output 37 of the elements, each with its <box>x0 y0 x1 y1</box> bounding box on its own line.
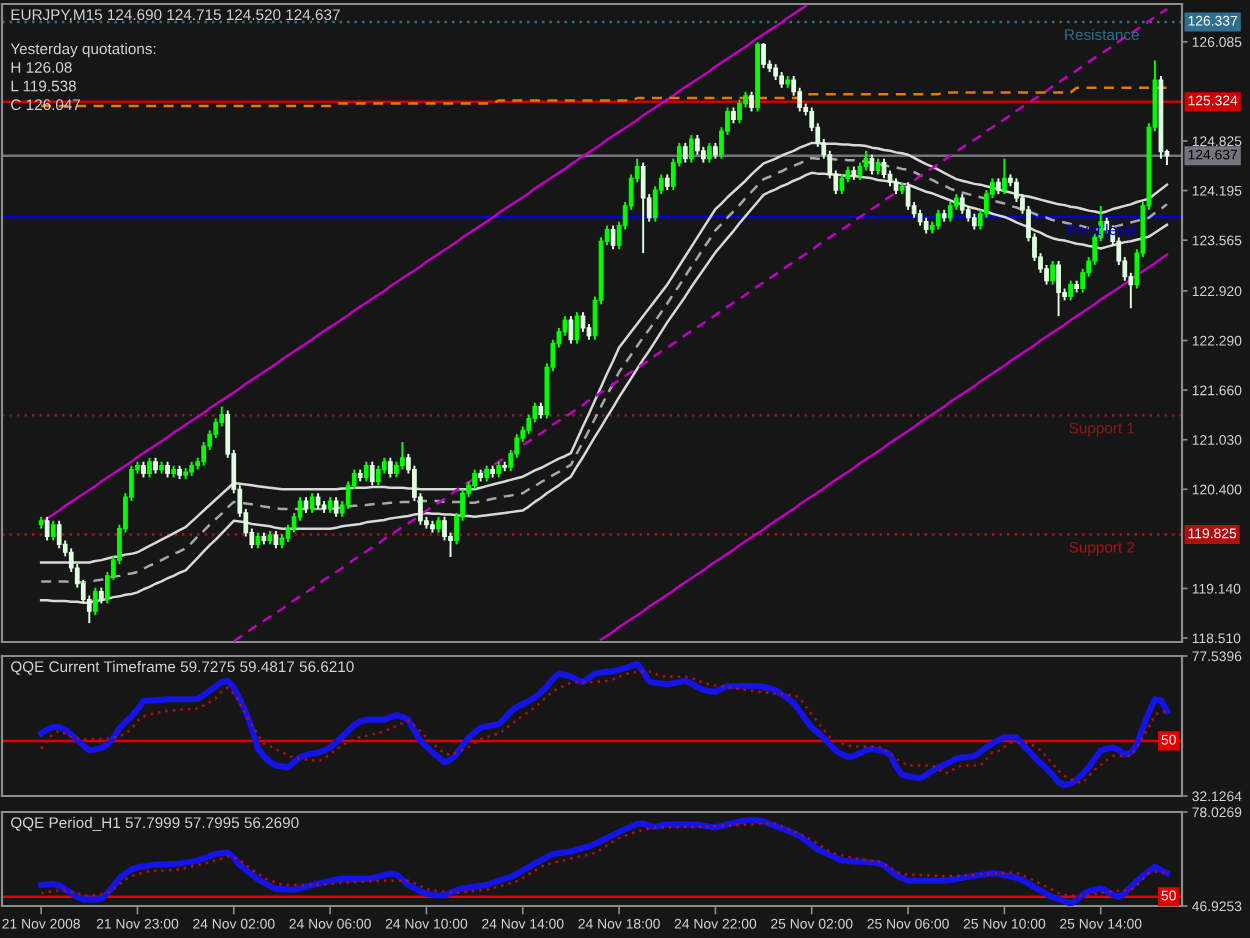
candlestick <box>1068 279 1073 302</box>
candlestick <box>147 456 152 479</box>
candlestick <box>610 224 616 251</box>
candlestick <box>935 208 941 231</box>
candlestick <box>387 456 393 479</box>
candlestick <box>309 492 315 514</box>
candlestick <box>363 460 369 483</box>
candlestick <box>574 311 580 345</box>
candlestick <box>947 201 953 223</box>
candlestick <box>682 141 688 164</box>
candlestick <box>472 468 477 491</box>
candlestick <box>92 586 98 617</box>
candlestick <box>688 134 694 164</box>
candlestick <box>369 460 375 487</box>
candlestick <box>761 41 766 70</box>
candlestick <box>863 149 869 172</box>
candlestick <box>1056 260 1061 318</box>
candlestick <box>707 141 712 164</box>
candlestick <box>568 315 574 345</box>
candlestick <box>839 173 845 196</box>
candlestick <box>749 90 754 113</box>
candlestick <box>44 515 50 542</box>
line-series <box>599 253 1169 641</box>
candlestick <box>640 161 646 255</box>
candlestick <box>694 134 700 156</box>
candlestick <box>1002 157 1007 196</box>
candlestick <box>50 519 56 542</box>
candlestick <box>333 496 339 518</box>
candlestick <box>737 98 742 125</box>
candlestick <box>959 193 965 215</box>
candlestick <box>375 464 381 487</box>
candlestick <box>580 311 586 333</box>
candlestick <box>56 519 62 550</box>
candlestick <box>869 153 875 176</box>
candlestick <box>1050 260 1055 286</box>
candlestick <box>905 181 911 211</box>
candlestick <box>399 441 405 471</box>
